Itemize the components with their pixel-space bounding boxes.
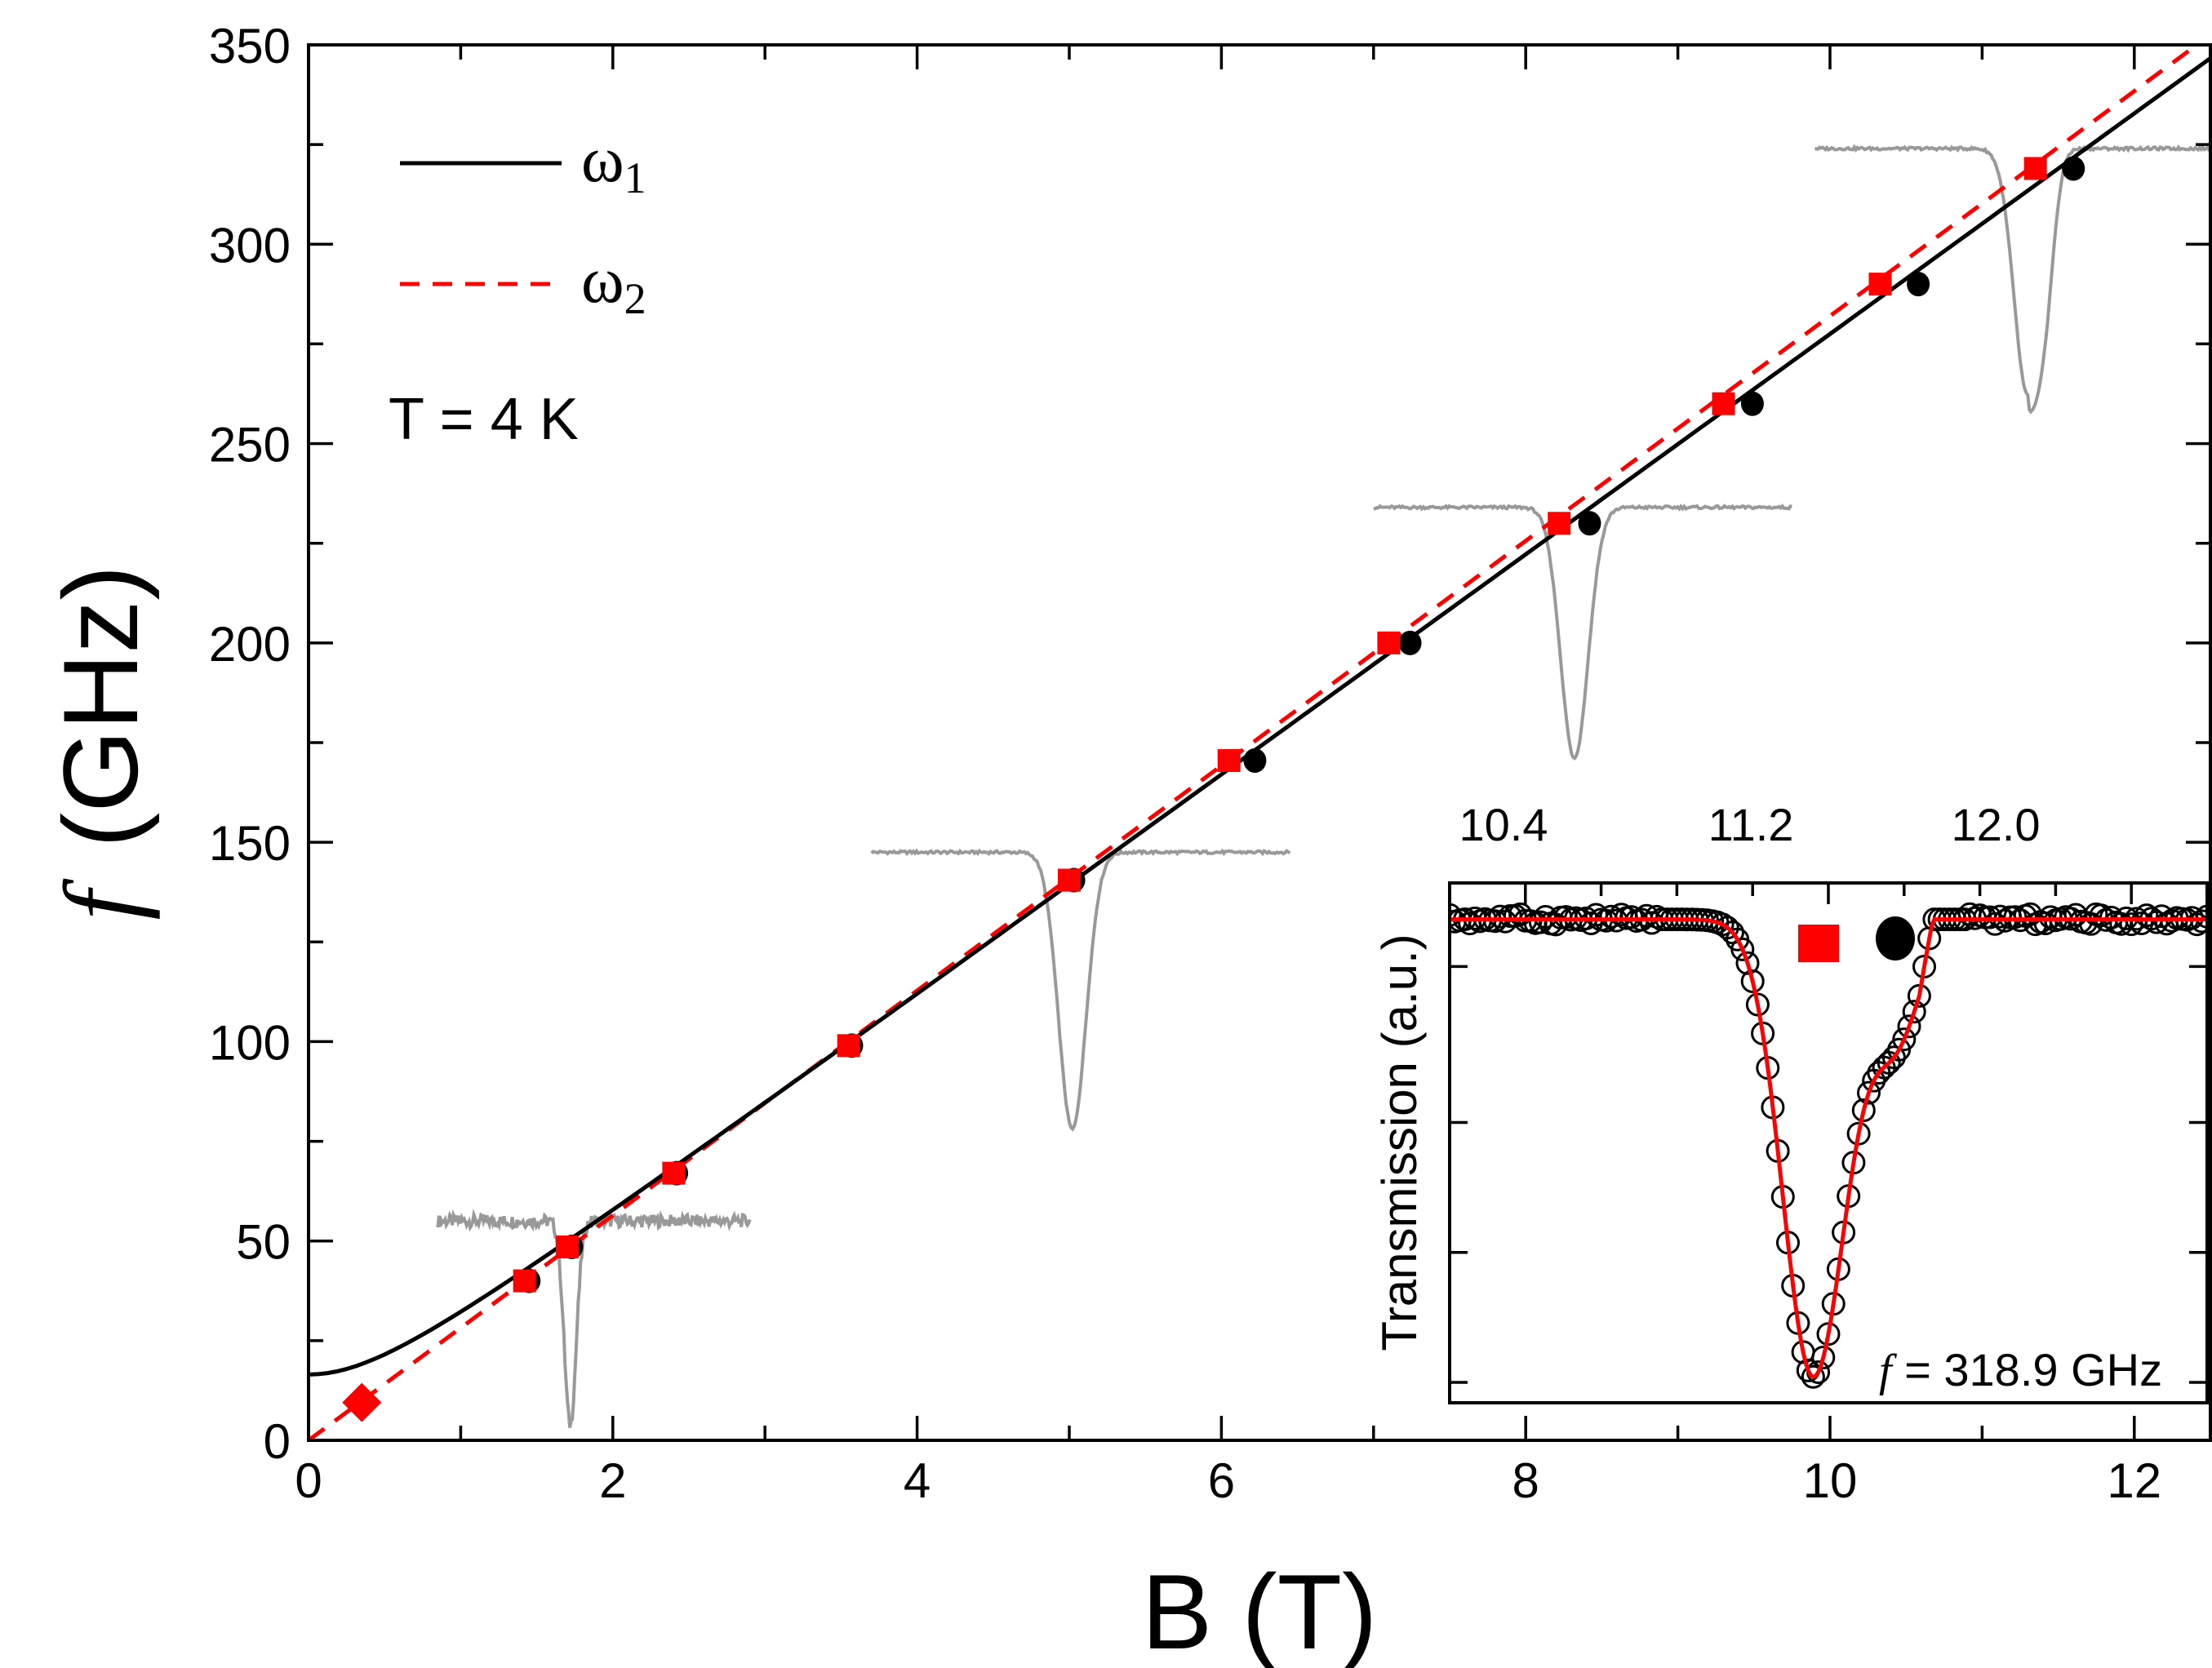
y-tick-label: 150 xyxy=(209,816,291,871)
y-axis-unit: (GHz) xyxy=(41,565,160,848)
zero-field-point xyxy=(342,1382,382,1422)
omega2-fit-line xyxy=(309,45,2201,1440)
inset-top-tick-label: 10.4 xyxy=(1459,799,1548,850)
y-tick-label: 250 xyxy=(209,418,291,472)
x-tick-label: 10 xyxy=(1803,1453,1858,1508)
omega2-point xyxy=(2023,157,2047,180)
x-tick-label: 12 xyxy=(2107,1453,2161,1508)
inset-data-point xyxy=(1721,921,1744,945)
inset-top-tick-label: 11.2 xyxy=(1708,799,1794,850)
inset-legend-square xyxy=(1798,925,1839,962)
x-axis-title: B (T) xyxy=(1142,1552,1378,1668)
fit-curves xyxy=(309,45,2210,1440)
legend: ω1 ω2 xyxy=(400,124,646,323)
y-tick-label: 200 xyxy=(209,617,291,672)
y-axis-title: f (GHz) xyxy=(41,565,161,920)
legend-label-omega1: ω1 xyxy=(581,124,646,202)
inset-fit-line xyxy=(1450,917,2207,1379)
y-tick-label: 300 xyxy=(209,218,291,273)
x-tick-label: 0 xyxy=(295,1453,322,1508)
omega2-point xyxy=(662,1161,686,1185)
data-points xyxy=(342,156,2085,1422)
omega1-point xyxy=(1740,391,1764,416)
inset-data-point xyxy=(1811,1346,1836,1369)
temperature-annotation: T = 4 K xyxy=(389,387,579,452)
omega2-point xyxy=(837,1034,860,1058)
omega2-point xyxy=(1712,392,1735,415)
svg-text:f (GHz): f (GHz) xyxy=(41,565,161,920)
omega1-point xyxy=(1907,272,1930,297)
omega1-fit-line xyxy=(309,56,2210,1377)
y-tick-label: 350 xyxy=(209,19,291,73)
omega2-point xyxy=(1217,748,1241,772)
inset-data-point xyxy=(2195,904,2207,929)
y-axis-ticks: 0 50 100 150 200 250 300 350 xyxy=(209,19,2210,1469)
omega2-point xyxy=(1868,273,1892,296)
inset-data-point xyxy=(1857,1080,1881,1105)
x-tick-label: 6 xyxy=(1208,1453,1235,1508)
x-tick-label: 4 xyxy=(904,1453,931,1508)
omega1-point xyxy=(1398,630,1422,655)
y-tick-label: 100 xyxy=(209,1015,291,1070)
x-axis-ticks: 0 2 4 6 8 10 12 xyxy=(295,45,2161,1508)
inset-data-point xyxy=(1902,1000,1926,1024)
inset-data-point xyxy=(2089,903,2113,928)
omega2-point xyxy=(1548,512,1571,535)
spectrum-trace xyxy=(1814,144,2210,415)
omega1-point xyxy=(1578,511,1601,536)
inset-plot: 10.4 11.2 12.0 Transmission (a.u.) f = 3… xyxy=(1372,799,2209,1404)
inset-data xyxy=(1450,902,2207,1389)
omega1-point xyxy=(1243,747,1267,773)
inset-data-point xyxy=(1740,969,1765,993)
spectrum-trace xyxy=(870,848,1291,1132)
y-axis-symbol: f xyxy=(43,878,161,921)
inset-y-axis-title: Transmission (a.u.) xyxy=(1372,934,1427,1351)
inset-ticks xyxy=(1448,883,2209,1384)
inset-data-point xyxy=(1851,1098,1876,1122)
legend-label-omega2: ω2 xyxy=(581,245,646,323)
inset-data-point xyxy=(1892,1027,1917,1052)
inset-data-point xyxy=(1983,912,2007,936)
inset-background xyxy=(1450,883,2207,1403)
x-tick-label: 2 xyxy=(599,1453,626,1508)
spectrum-trace xyxy=(1373,503,1792,761)
x-tick-label: 8 xyxy=(1512,1453,1539,1508)
omega2-point xyxy=(1058,868,1081,892)
spectrum-trace xyxy=(436,1208,752,1428)
inset-data-point xyxy=(1450,903,1462,927)
y-tick-label: 50 xyxy=(236,1215,291,1270)
omega1-point xyxy=(2062,156,2085,181)
inset-data-point xyxy=(1897,1014,1921,1039)
inset-data-point xyxy=(1801,1364,1825,1389)
inset-legend-circle xyxy=(1876,916,1915,960)
omega2-point xyxy=(513,1269,536,1293)
inset-frequency-annotation: f = 318.9 GHz xyxy=(1879,1344,2162,1396)
omega2-point xyxy=(555,1235,579,1259)
inset-data-point xyxy=(1735,951,1760,975)
omega2-point xyxy=(1377,631,1401,654)
y-tick-label: 0 xyxy=(264,1414,291,1469)
inset-data-point xyxy=(2003,905,2028,929)
inset-data-point xyxy=(1730,937,1755,961)
inset-top-tick-label: 12.0 xyxy=(1952,799,2041,850)
